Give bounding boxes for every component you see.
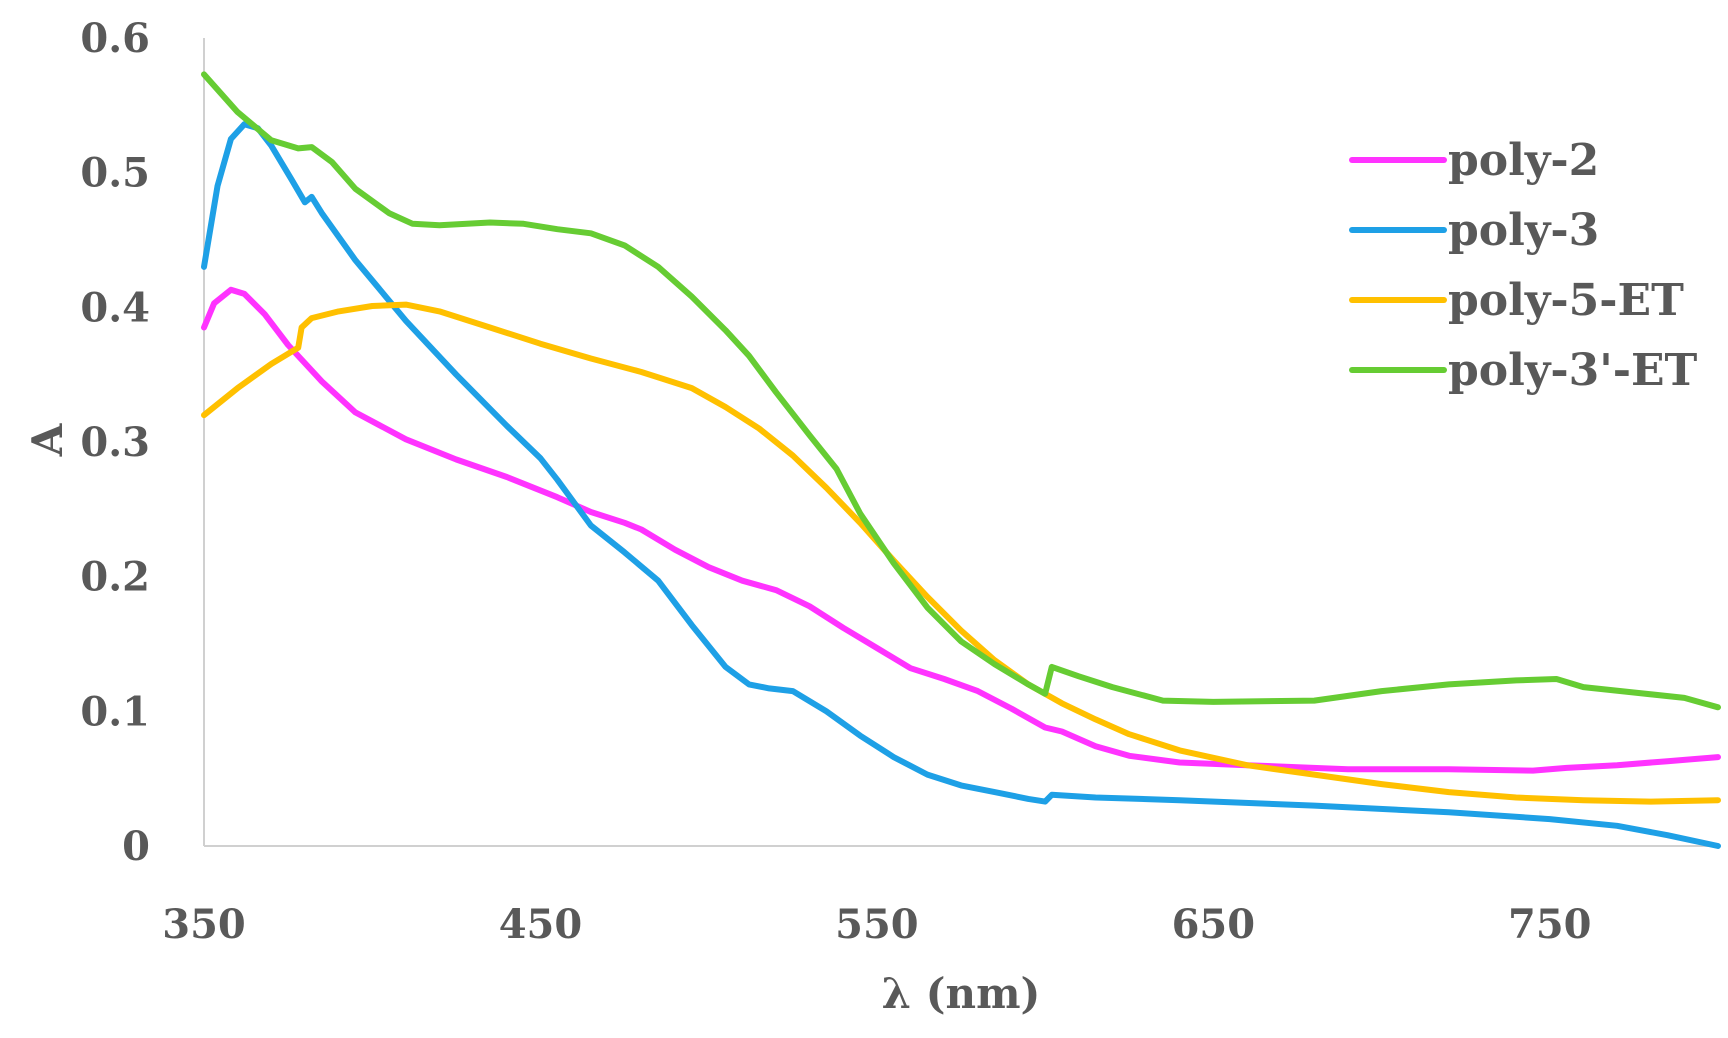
x-tick-label: 350	[162, 901, 246, 948]
legend: poly-2 poly-3 poly-5-ET poly-3'-ET	[1349, 135, 1698, 396]
y-tick-label: 0.4	[80, 284, 150, 331]
legend-label: poly-2	[1448, 135, 1599, 186]
y-tick-label: 0.1	[80, 688, 150, 735]
legend-label: poly-5-ET	[1448, 275, 1684, 326]
x-tick-label: 750	[1508, 901, 1592, 948]
x-axis-title: λ (nm)	[882, 969, 1041, 1018]
x-tick-label: 550	[835, 901, 919, 948]
y-tick-label: 0.6	[80, 15, 150, 62]
y-tick-label: 0.3	[80, 419, 150, 466]
axes	[203, 38, 1718, 847]
x-tick-labels: 350 450 550 650 750	[162, 901, 1591, 948]
y-tick-label: 0	[122, 823, 150, 870]
x-tick-label: 450	[499, 901, 583, 948]
y-axis-title: A	[23, 422, 72, 457]
legend-label: poly-3	[1448, 205, 1599, 256]
y-tick-labels: 0 0.1 0.2 0.3 0.4 0.5 0.6	[80, 15, 150, 870]
series-line-4	[201, 71, 1721, 711]
x-tick-label: 650	[1172, 901, 1256, 948]
series-line-3	[201, 301, 1721, 805]
y-tick-label: 0.5	[80, 150, 150, 197]
series-line-1	[201, 286, 1721, 774]
series-layer	[201, 71, 1721, 849]
y-tick-label: 0.2	[80, 554, 150, 601]
legend-label: poly-3'-ET	[1448, 345, 1698, 396]
series-line-2	[201, 121, 1721, 849]
